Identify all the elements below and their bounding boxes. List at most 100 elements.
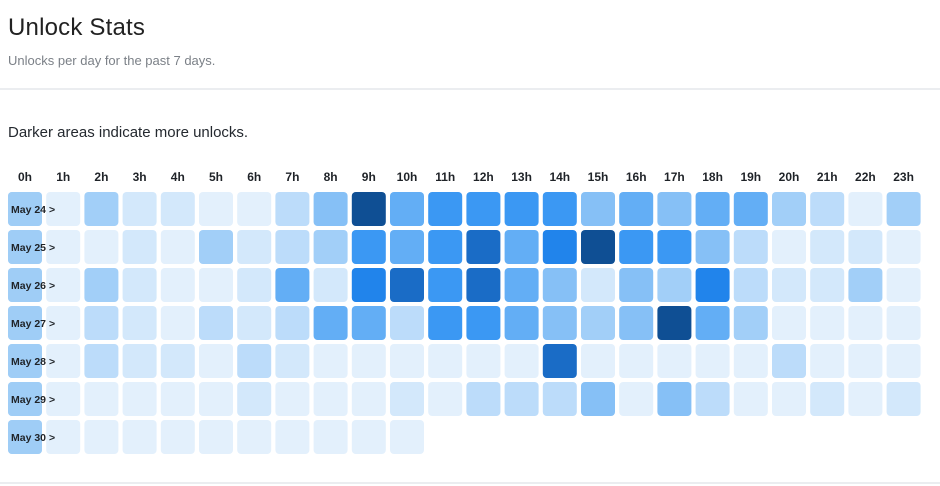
heatmap-cell [848,192,883,226]
heatmap-cell [772,382,806,416]
heatmap-cell [351,382,386,416]
heatmap-cell [428,382,463,416]
heatmap-cell [313,382,348,416]
day-label: May 27 > [11,318,55,330]
heatmap-cell [275,230,310,264]
heatmap-cell [733,192,768,226]
heatmap-cell [886,268,921,302]
heatmap-cell [542,230,577,264]
heatmap-cell [84,268,119,302]
heatmap-cell [886,192,921,226]
heatmap-cell [772,268,806,302]
day-row-link[interactable]: May 29 > [8,382,55,416]
hour-label: 13h [511,170,532,184]
heatmap-cell [390,192,424,226]
heatmap-cell [46,268,81,302]
heatmap-cell [504,230,539,264]
heatmap-cell [313,230,348,264]
heatmap-cell [581,344,615,378]
heatmap-cell [466,230,501,264]
day-label-bg [8,230,42,264]
heatmap-cell [390,382,424,416]
heatmap-cell [657,306,692,340]
heatmap-cell [848,230,883,264]
heatmap-cell [504,344,539,378]
day-row-link[interactable]: May 26 > [8,268,55,302]
day-label-bg [8,344,42,378]
heatmap-cell [428,230,463,264]
heatmap-cell [695,192,730,226]
heatmap-cell [313,192,348,226]
heatmap-cell [122,230,157,264]
heatmap-cell [237,420,272,454]
day-label: May 26 > [11,280,55,292]
hour-label: 11h [435,170,455,184]
day-label: May 29 > [11,394,55,406]
heatmap-cell [351,306,386,340]
hour-label: 20h [779,170,800,184]
heatmap-cell [619,344,654,378]
heatmap-cell [695,268,730,302]
heatmap-cell [46,306,81,340]
hour-label: 22h [855,170,876,184]
heatmap-cell [504,306,539,340]
day-row-link[interactable]: May 24 > [8,192,55,226]
heatmap-cell [122,420,157,454]
heatmap-cell [810,306,845,340]
heatmap-cell [122,344,157,378]
heatmap-cell [84,306,119,340]
heatmap-cell [772,344,806,378]
heatmap-cell [504,382,539,416]
heatmap-cell [122,306,157,340]
heatmap-cell [46,382,81,416]
hour-label: 19h [740,170,761,184]
day-row-link[interactable]: May 30 > [8,420,55,454]
heatmap-cell [810,268,845,302]
heatmap-cell [84,192,119,226]
heatmap-cell [886,230,921,264]
heatmap-cell [848,306,883,340]
heatmap-cell [160,230,195,264]
page-title: Unlock Stats [8,14,146,41]
heatmap-cell [160,344,195,378]
header-divider [0,88,940,90]
hour-label: 8h [324,170,338,184]
heatmap-cell [390,344,424,378]
heatmap-cell [542,344,577,378]
hour-label: 15h [588,170,609,184]
day-row-link[interactable]: May 27 > [8,306,55,340]
heatmap-cell [390,306,424,340]
heatmap-cell [160,382,195,416]
heatmap-cell [199,382,233,416]
heatmap-cell [351,420,386,454]
heatmap-cell [390,420,424,454]
heatmap-cell [810,192,845,226]
heatmap-cell [695,344,730,378]
heatmap-cell [84,230,119,264]
heatmap-cell [237,192,272,226]
heatmap-cell [542,268,577,302]
hour-label: 6h [247,170,261,184]
heatmap-cell [466,192,501,226]
heatmap-cell [46,344,81,378]
hour-label: 21h [817,170,838,184]
heatmap-cell [886,382,921,416]
heatmap-cell [237,230,272,264]
heatmap-cell [160,306,195,340]
heatmap-cell [886,344,921,378]
heatmap-cell [237,382,272,416]
day-label-bg [8,382,42,416]
heatmap-cell [199,192,233,226]
day-label: May 28 > [11,356,55,368]
heatmap-cell [466,268,501,302]
heatmap-cell [275,382,310,416]
heatmap-cell [504,268,539,302]
heatmap-cell [504,192,539,226]
heatmap-cell [313,344,348,378]
heatmap-cell [581,382,615,416]
heatmap-cell [772,192,806,226]
day-row-link[interactable]: May 28 > [8,344,55,378]
heatmap-cell [160,420,195,454]
day-row-link[interactable]: May 25 > [8,230,55,264]
heatmap-cell [466,306,501,340]
